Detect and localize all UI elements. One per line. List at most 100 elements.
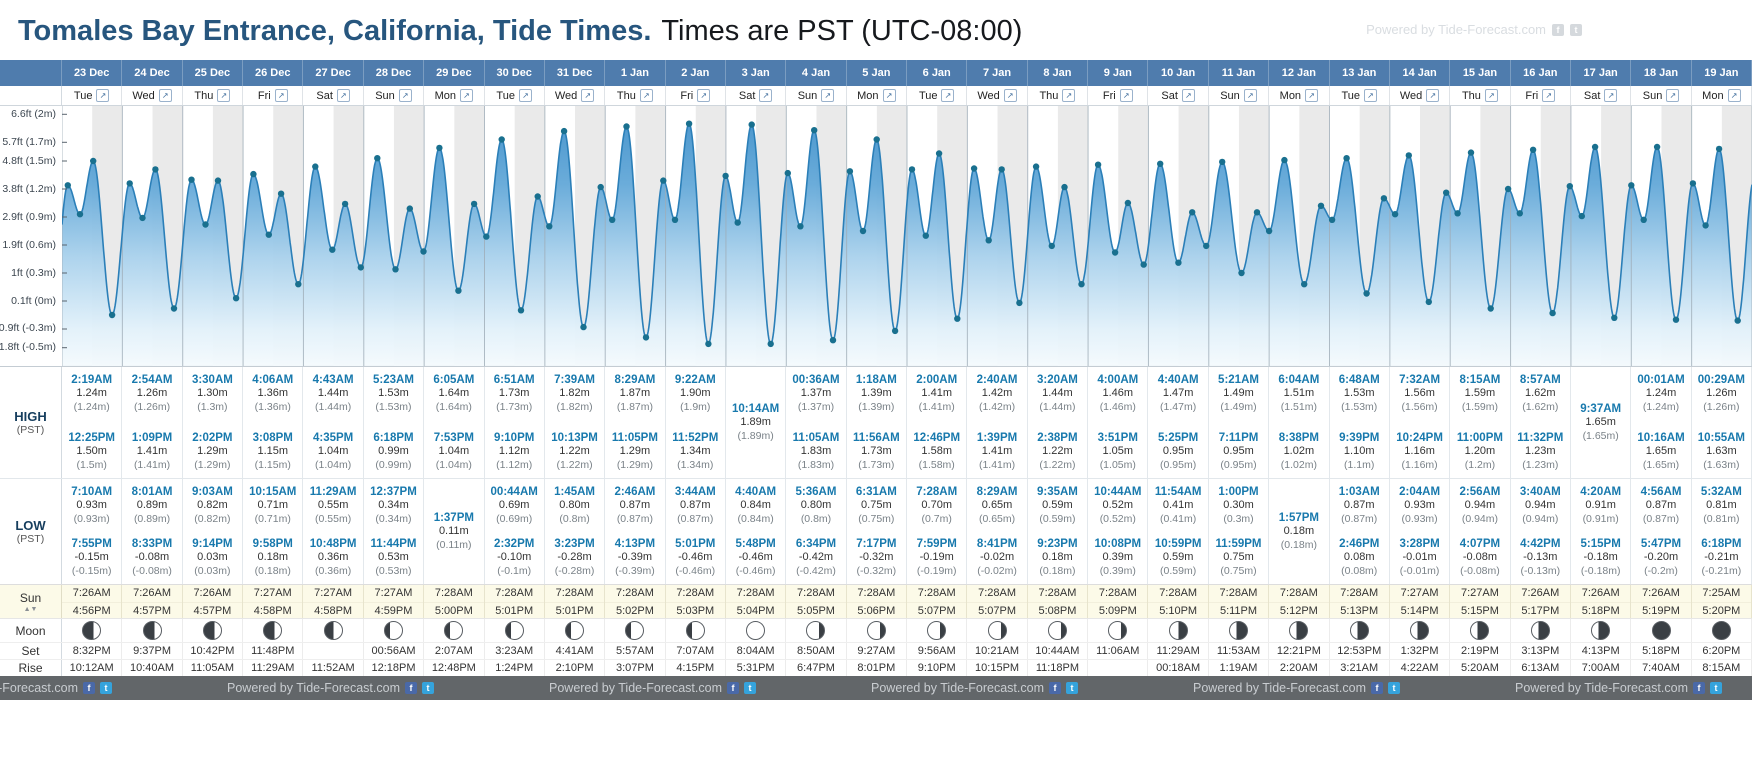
tide-height-m-alt: (0.94m) [1522, 513, 1559, 526]
tide-height-m: 1.22m [1042, 445, 1073, 458]
day-detail-link-icon[interactable]: ↗ [759, 89, 773, 102]
watermark-text: Powered by Tide-Forecast.com [549, 681, 722, 695]
facebook-icon[interactable]: f [1552, 23, 1564, 36]
tide-height-m-alt: (-0.13m) [1520, 564, 1561, 577]
facebook-icon[interactable]: f [1371, 682, 1383, 694]
tide-height-m-alt: (1.42m) [978, 401, 1016, 414]
sun-times-cell: 7:26AM 5:17PM [1510, 585, 1571, 618]
day-detail-link-icon[interactable]: ↗ [1542, 89, 1556, 102]
weekday-label: Thu [1461, 89, 1481, 102]
high-tide-entry: 10:55AM 1.63m (1.63m) [1698, 431, 1745, 472]
facebook-icon[interactable]: f [405, 682, 417, 694]
facebook-icon[interactable]: f [83, 682, 95, 694]
low-tide-cell: 11:29AM 0.55m (0.55m) 10:48PM 0.36m (0.36m) [303, 479, 364, 584]
facebook-icon[interactable]: f [1693, 682, 1705, 694]
moon-phase-cell [485, 619, 545, 642]
day-detail-link-icon[interactable]: ↗ [158, 89, 172, 102]
moonrise-time: 3:07PM [605, 660, 666, 676]
day-detail-link-icon[interactable]: ↗ [581, 89, 595, 102]
low-tide-entry: 00:44AM 0.69m (0.69m) [491, 485, 538, 526]
tide-height-m-alt: (1.73m) [858, 458, 895, 471]
weekday-cell: Wed ↗ [122, 86, 183, 105]
day-detail-link-icon[interactable]: ↗ [697, 89, 711, 102]
page-title-main: Tomales Bay Entrance, California, Tide T… [18, 15, 652, 47]
twitter-icon[interactable]: t [422, 682, 434, 694]
tide-height-m: 1.58m [921, 445, 952, 458]
day-detail-link-icon[interactable]: ↗ [1243, 89, 1257, 102]
day-detail-link-icon[interactable]: ↗ [336, 89, 350, 102]
low-tide-cell: 1:37PM 0.11m (0.11m) [424, 479, 485, 584]
day-detail-link-icon[interactable]: ↗ [639, 89, 653, 102]
day-detail-link-icon[interactable]: ↗ [821, 89, 835, 102]
high-tide-entry: 8:29AM 1.87m (1.87m) [614, 373, 655, 414]
day-detail-link-icon[interactable]: ↗ [941, 89, 955, 102]
day-detail-link-icon[interactable]: ↗ [1727, 89, 1741, 102]
day-detail-link-icon[interactable]: ↗ [1305, 89, 1319, 102]
day-detail-link-icon[interactable]: ↗ [518, 89, 532, 102]
tide-height-m-alt: (1.47m) [1160, 401, 1197, 414]
tide-time: 6:51AM [493, 374, 535, 386]
tide-height-m-alt: (1.04m) [315, 458, 352, 471]
moon-cells [62, 619, 1752, 642]
tide-curve-svg[interactable] [62, 106, 1752, 366]
twitter-icon[interactable]: t [100, 682, 112, 694]
twitter-icon[interactable]: t [1710, 682, 1722, 694]
high-tide-entry: 6:05AM 1.64m (1.64m) [433, 373, 474, 414]
high-tide-cell: 9:22AM 1.90m (1.9m) 11:52PM 1.34m (1.34m) [666, 367, 726, 478]
sunrise-time: 7:28AM [1148, 585, 1208, 603]
day-detail-link-icon[interactable]: ↗ [1484, 89, 1498, 102]
day-detail-link-icon[interactable]: ↗ [1426, 89, 1440, 102]
day-detail-link-icon[interactable]: ↗ [1666, 89, 1680, 102]
high-tide-entry: 4:35PM 1.04m (1.04m) [313, 431, 353, 472]
weekday-label: Fri [257, 89, 271, 102]
weekday-label: Sat [1583, 89, 1601, 102]
sunrise-time: 7:28AM [1088, 585, 1148, 603]
twitter-icon[interactable]: t [1066, 682, 1078, 694]
moon-phase-icon-first-quarter [323, 621, 343, 640]
weekday-cell: Tue ↗ [907, 86, 968, 105]
day-detail-link-icon[interactable]: ↗ [882, 89, 896, 102]
low-tide-entry: 2:56AM 0.94m (0.94m) [1459, 485, 1500, 526]
weekday-label: Fri [680, 89, 694, 102]
top-watermark-text: Powered by Tide-Forecast.com [1366, 22, 1546, 37]
sunset-time: 5:04PM [736, 605, 775, 617]
tide-height-m: 0.91m [1585, 499, 1616, 512]
tide-height-m-alt: (0.53m) [375, 564, 412, 577]
day-detail-link-icon[interactable]: ↗ [460, 89, 474, 102]
tide-height-m-alt: (0.81m) [1703, 513, 1740, 526]
low-tide-entry: 1:37PM 0.11m (0.11m) [434, 511, 474, 552]
tide-height-m: 0.59m [1162, 551, 1194, 564]
twitter-icon[interactable]: t [1570, 23, 1582, 36]
day-detail-link-icon[interactable]: ↗ [1119, 89, 1133, 102]
day-detail-link-icon[interactable]: ↗ [274, 89, 288, 102]
sunrise-time: 7:27AM [363, 585, 424, 603]
day-detail-link-icon[interactable]: ↗ [1003, 89, 1017, 102]
tide-time: 11:05PM [611, 431, 658, 444]
high-tide-cell: 4:43AM 1.44m (1.44m) 4:35PM 1.04m (1.04m) [303, 367, 364, 478]
moonrise-time: 7:40AM [1631, 660, 1692, 676]
day-detail-link-icon[interactable]: ↗ [217, 89, 231, 102]
sun-times-cell: 7:28AM 5:01PM [544, 585, 606, 618]
tide-height-m-alt: (1.65m) [1642, 458, 1680, 471]
twitter-icon[interactable]: t [744, 682, 756, 694]
low-tide-entry: 11:54AM 0.41m (0.41m) [1155, 485, 1202, 526]
tide-height-m-alt: (0.71m) [254, 513, 291, 526]
high-tide-entry: 7:39AM 1.82m (1.82m) [554, 373, 595, 414]
day-detail-link-icon[interactable]: ↗ [1604, 89, 1618, 102]
tide-height-m: 0.08m [1343, 551, 1375, 564]
sunset-time: 5:09PM [1098, 605, 1137, 617]
facebook-icon[interactable]: f [727, 682, 739, 694]
sunrise-time: 7:28AM [967, 585, 1027, 603]
day-detail-link-icon[interactable]: ↗ [1181, 89, 1195, 102]
day-detail-link-icon[interactable]: ↗ [1364, 89, 1377, 102]
day-detail-link-icon[interactable]: ↗ [96, 89, 110, 102]
moonrise-time: 10:15PM [967, 660, 1028, 676]
day-detail-link-icon[interactable]: ↗ [398, 89, 412, 102]
tide-height-m: 0.18m [1283, 525, 1315, 538]
facebook-icon[interactable]: f [1049, 682, 1061, 694]
moonrise-time: 12:18PM [364, 660, 425, 676]
weekday-label: Wed [554, 89, 578, 102]
twitter-icon[interactable]: t [1388, 682, 1400, 694]
day-detail-link-icon[interactable]: ↗ [1062, 89, 1076, 102]
weekday-label: Sat [1161, 89, 1178, 102]
